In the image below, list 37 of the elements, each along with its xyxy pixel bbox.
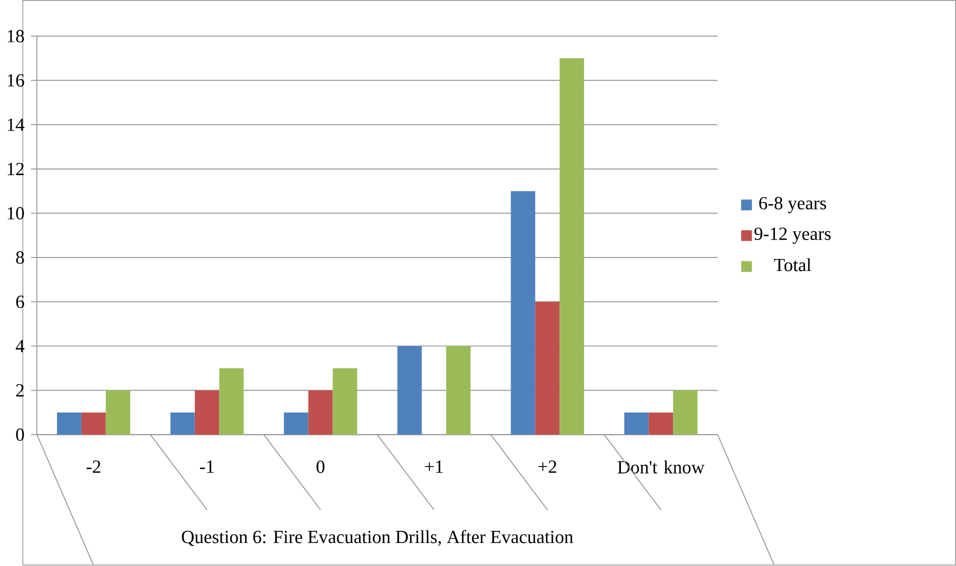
x-tick-label: Don't know <box>618 460 705 474</box>
y-tick-label: 4 <box>16 340 24 352</box>
bar <box>56 412 82 435</box>
y-tick-label: 12 <box>8 162 24 176</box>
bar <box>219 368 244 435</box>
bar <box>673 390 698 435</box>
bar <box>446 346 471 435</box>
bar <box>170 412 195 435</box>
x-tick-label: +1 <box>425 460 443 473</box>
x-axis-title: Question 6: Fire Evacuation Drills, After Evacuation <box>182 530 574 546</box>
bar <box>397 346 422 435</box>
x-tick-label: -2 <box>86 460 100 473</box>
bar <box>106 390 130 435</box>
legend-label: 6-8 years <box>759 196 826 214</box>
x-tick-label: +2 <box>538 460 556 473</box>
bar <box>648 412 674 435</box>
bar <box>624 412 649 435</box>
bar <box>194 390 220 435</box>
bar <box>510 191 536 435</box>
y-tick-label: 18 <box>8 30 24 42</box>
y-tick-label: 14 <box>8 118 24 131</box>
x-tick-label: 0 <box>316 460 324 473</box>
legend-label: Total <box>774 258 812 272</box>
y-tick-label: 0 <box>16 428 24 441</box>
bar <box>81 412 106 435</box>
y-tick-label: 10 <box>8 207 24 220</box>
y-tick-label: 16 <box>8 74 24 87</box>
y-tick-label: 2 <box>16 384 24 396</box>
x-tick-label: -1 <box>200 460 214 473</box>
y-tick-label: 6 <box>16 296 24 308</box>
bar <box>535 302 560 435</box>
bar <box>308 390 333 435</box>
bar <box>284 412 308 435</box>
bar <box>332 368 358 435</box>
legend-label: 9-12 years <box>754 228 831 244</box>
y-tick-label: 8 <box>16 251 24 264</box>
bar <box>560 58 584 435</box>
